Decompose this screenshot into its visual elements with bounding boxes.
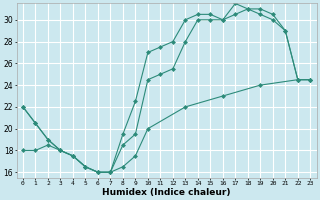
X-axis label: Humidex (Indice chaleur): Humidex (Indice chaleur)	[102, 188, 231, 197]
